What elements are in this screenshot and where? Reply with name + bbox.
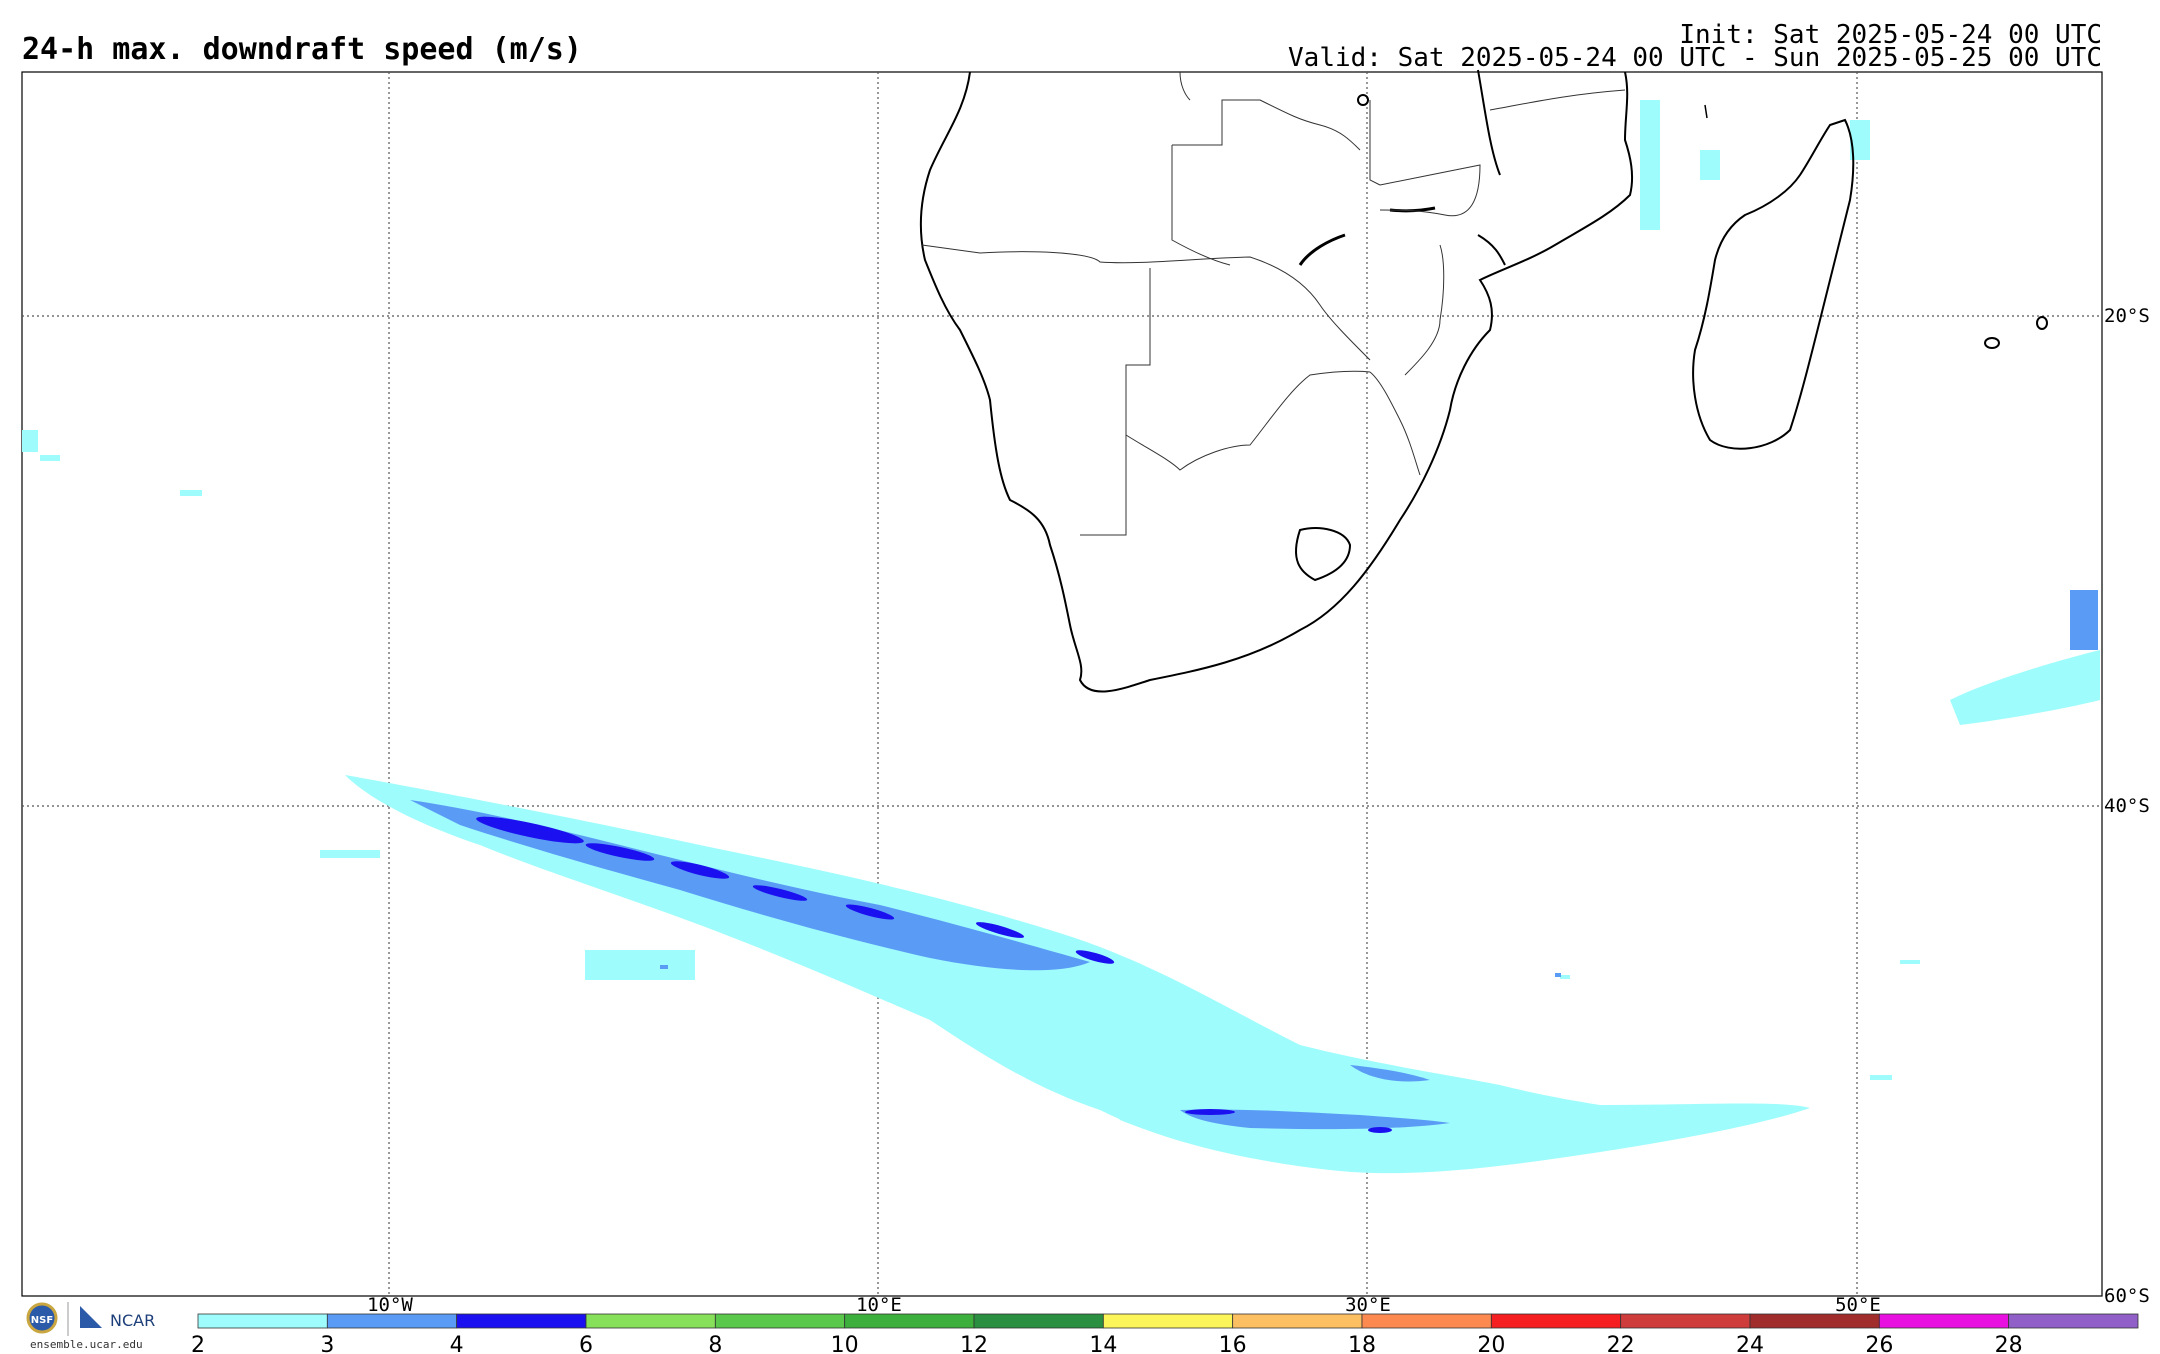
colorbar-swatch — [456, 1313, 587, 1329]
nsf-logo-icon — [26, 1302, 58, 1334]
colorbar-tick-label: 6 — [579, 1333, 593, 1354]
nsf-logo-text: NSF — [31, 1315, 53, 1326]
site-url: ensemble.ucar.edu — [30, 1338, 143, 1351]
mauritius — [1984, 337, 2000, 349]
downdraft-field — [22, 100, 2100, 1174]
colorbar-tick-label: 26 — [1865, 1333, 1893, 1354]
downdraft-patch-medium — [1180, 1109, 1450, 1130]
colorbar-tick-label: 16 — [1219, 1333, 1247, 1354]
init-time: Init: Sat 2025-05-24 00 UTC — [1679, 20, 2102, 50]
colorbar-swatch — [714, 1313, 846, 1329]
lat-label-40s: 40°S — [2104, 795, 2150, 817]
colorbar-swatch — [1490, 1313, 1622, 1329]
reunion — [2036, 316, 2048, 330]
colorbar-swatch — [1361, 1313, 1492, 1329]
valid-time: Valid: Sat 2025-05-24 00 UTC - Sun 2025-… — [1288, 43, 2102, 73]
colorbar: 2 3 4 6 8 10 12 14 16 18 20 22 24 26 28 — [191, 1313, 2139, 1354]
lon-label-10e: 10°E — [856, 1294, 902, 1316]
graticule — [22, 72, 2102, 1296]
colorbar-tick-label: 3 — [320, 1333, 334, 1354]
colorbar-tick-label: 22 — [1607, 1333, 1635, 1354]
colorbar-swatch — [1232, 1313, 1363, 1329]
map-title: 24-h max. downdraft speed (m/s) — [22, 32, 582, 67]
downdraft-strong-streaks — [476, 816, 1392, 1133]
colorbar-swatch — [197, 1313, 328, 1329]
madagascar-coast — [1692, 118, 1855, 450]
colorbar-swatch — [1878, 1313, 2010, 1329]
colorbar-swatch — [973, 1313, 1104, 1329]
colorbar-swatch — [1102, 1313, 1234, 1329]
colorbar-tick-label: 14 — [1089, 1333, 1117, 1354]
colorbar-tick-label: 18 — [1348, 1333, 1376, 1354]
coastlines — [919, 69, 2048, 693]
colorbar-tick-label: 10 — [831, 1333, 859, 1354]
logos: NSF NCAR — [22, 1300, 162, 1354]
lon-label-50e: 50°E — [1835, 1294, 1881, 1316]
lesotho — [1295, 527, 1352, 582]
colorbar-swatch — [2008, 1313, 2139, 1329]
colorbar-tick-label: 28 — [1995, 1333, 2023, 1354]
colorbar-tick-label: 2 — [191, 1333, 205, 1354]
africa-coast — [919, 71, 1634, 693]
lat-label-60s: 60°S — [2104, 1285, 2150, 1307]
colorbar-swatch — [1749, 1313, 1880, 1329]
lat-label-20s: 20°S — [2104, 305, 2150, 327]
lon-label-10w: 10°W — [367, 1294, 413, 1316]
colorbar-swatch — [844, 1313, 975, 1329]
colorbar-tick-label: 12 — [960, 1333, 988, 1354]
colorbar-swatch — [585, 1313, 716, 1329]
colorbar-tick-label: 20 — [1477, 1333, 1505, 1354]
ncar-logo-text: NCAR — [110, 1311, 155, 1330]
country-borders — [921, 71, 1626, 536]
colorbar-swatch — [1620, 1313, 1751, 1329]
colorbar-tick-label: 4 — [450, 1333, 464, 1354]
colorbar-tick-label: 8 — [708, 1333, 722, 1354]
colorbar-tick-label: 24 — [1736, 1333, 1764, 1354]
colorbar-swatch — [326, 1313, 458, 1329]
ncar-logo-icon — [80, 1306, 102, 1328]
lon-label-30e: 30°E — [1345, 1294, 1391, 1316]
